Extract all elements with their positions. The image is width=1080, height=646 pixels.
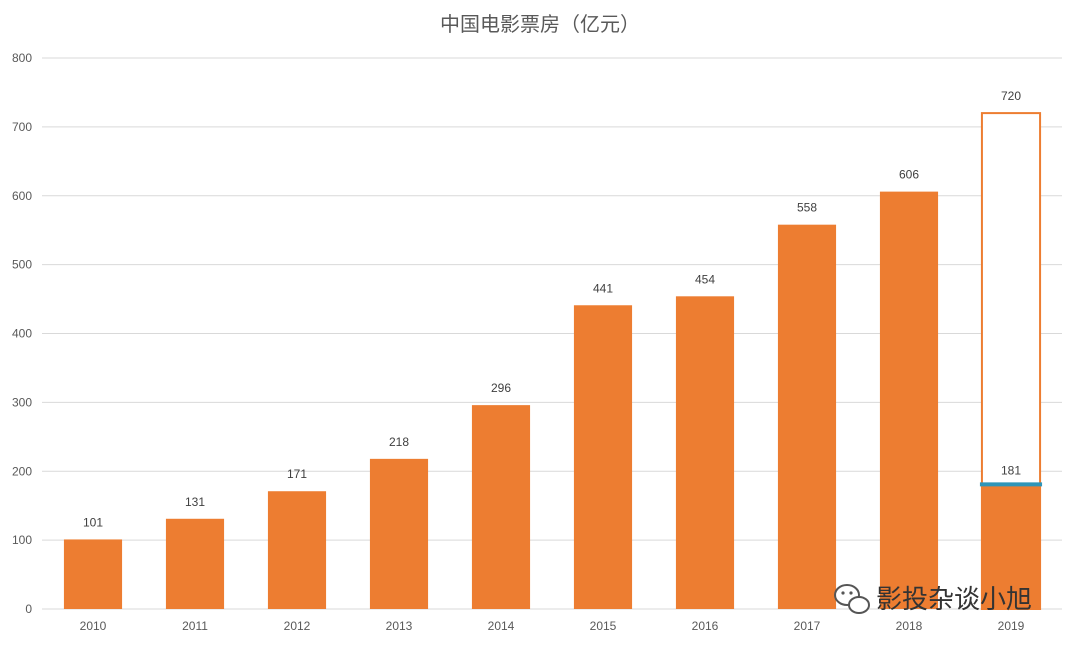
y-axis-ticks: 0 100 200 300 400 500 600 700 800 xyxy=(12,51,32,616)
y-tick-label: 800 xyxy=(12,51,32,65)
bar xyxy=(675,296,735,609)
bar xyxy=(879,191,939,609)
bar xyxy=(165,518,225,609)
bars: 101 131 171 218 296 441 454 558 606 720 181 xyxy=(63,89,1043,610)
x-tick-label: 2012 xyxy=(284,619,311,633)
bar xyxy=(573,305,633,609)
x-tick-label: 2014 xyxy=(488,619,515,633)
x-axis-ticks: 2010 2011 2012 2013 2014 2015 2016 2017 2018 2019 xyxy=(80,619,1025,633)
bar-data-label: 606 xyxy=(899,168,919,182)
bar xyxy=(369,458,429,609)
bar-data-label: 101 xyxy=(83,515,103,529)
bar xyxy=(471,405,531,609)
bar-data-label: 171 xyxy=(287,467,307,481)
bar-data-label: 441 xyxy=(593,281,613,295)
target-data-label: 720 xyxy=(1001,89,1021,103)
y-tick-label: 0 xyxy=(25,602,32,616)
chart-title: 中国电影票房（亿元） xyxy=(440,12,640,36)
x-tick-label: 2018 xyxy=(896,619,923,633)
bar xyxy=(63,539,123,609)
wechat-icon xyxy=(834,584,870,614)
bar xyxy=(267,491,327,609)
bar-data-label: 218 xyxy=(389,435,409,449)
y-tick-label: 600 xyxy=(12,189,32,203)
bar-data-label: 558 xyxy=(797,201,817,215)
y-tick-label: 200 xyxy=(12,464,32,478)
x-tick-label: 2011 xyxy=(182,619,208,633)
y-tick-label: 700 xyxy=(12,120,32,134)
watermark: 影投杂谈小旭 xyxy=(834,584,1032,615)
x-tick-label: 2019 xyxy=(998,619,1025,633)
y-tick-label: 300 xyxy=(12,395,32,409)
bar xyxy=(981,484,1041,609)
y-tick-label: 400 xyxy=(12,327,32,341)
x-tick-label: 2015 xyxy=(590,619,617,633)
watermark-text: 影投杂谈小旭 xyxy=(876,585,1032,615)
bar-data-label: 131 xyxy=(185,495,205,509)
x-tick-label: 2016 xyxy=(692,619,719,633)
x-tick-label: 2010 xyxy=(80,619,107,633)
y-tick-label: 100 xyxy=(12,533,32,547)
bar-data-label: 454 xyxy=(695,272,715,286)
bar xyxy=(777,224,837,610)
x-tick-label: 2013 xyxy=(386,619,413,633)
x-tick-label: 2017 xyxy=(794,619,821,633)
y-tick-label: 500 xyxy=(12,258,32,272)
bar-data-label: 181 xyxy=(1001,463,1021,477)
bar-data-label: 296 xyxy=(491,381,511,395)
